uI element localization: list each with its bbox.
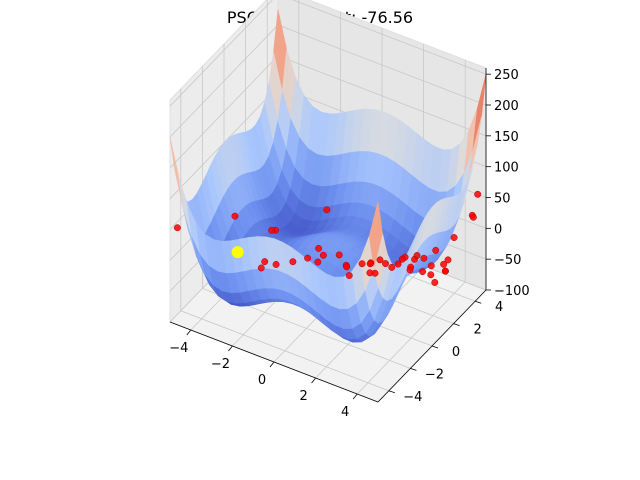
particle-point	[268, 226, 276, 234]
z-tick-label: 100	[494, 161, 519, 176]
z-tick-label: 200	[494, 99, 519, 114]
particle-point	[314, 258, 322, 266]
particle-point	[366, 260, 374, 268]
particle-point	[441, 267, 449, 275]
particle-point	[315, 244, 323, 252]
particle-point	[388, 263, 396, 271]
y-tick-label: 4	[495, 300, 503, 315]
particle-point	[440, 260, 448, 268]
particle-point	[394, 260, 402, 268]
z-tick-label: 250	[494, 68, 519, 83]
z-gridline	[169, 0, 487, 107]
y-tick-mark	[431, 345, 439, 349]
x-tick-label: 0	[258, 373, 266, 388]
particle-point	[173, 224, 181, 232]
particle-point	[261, 258, 269, 266]
x-tick-label: 4	[341, 405, 349, 420]
surface-patch	[369, 201, 383, 268]
z-tick-label: 150	[494, 130, 519, 145]
y-tick-label: 2	[473, 323, 481, 338]
particle-point	[431, 278, 439, 286]
best-point	[231, 246, 244, 259]
y-tick-mark	[453, 323, 460, 326]
particle-point	[419, 268, 427, 276]
z-tick-label: 0	[494, 222, 502, 237]
y-tick-label: −2	[425, 367, 444, 382]
x-tick-mark	[269, 361, 275, 368]
particle-point	[323, 206, 331, 214]
particle-point	[382, 260, 389, 268]
particle-point	[444, 256, 452, 264]
y-tick-label: −4	[403, 390, 422, 405]
z-tick-label: −50	[494, 253, 521, 268]
x-tick-mark	[228, 345, 233, 352]
particle-point	[358, 260, 366, 268]
particle-point	[335, 251, 343, 259]
particle-point	[366, 269, 374, 277]
particles-layer	[173, 190, 482, 286]
z-tick-label: 50	[494, 192, 511, 207]
x-tick-label: 2	[299, 389, 307, 404]
particle-point	[432, 246, 440, 254]
particle-point	[289, 258, 297, 266]
particle-point	[420, 254, 428, 262]
y-tick-mark	[388, 390, 395, 394]
particle-point	[413, 252, 421, 259]
particle-point	[469, 213, 477, 221]
x-tick-label: −4	[169, 341, 188, 356]
particle-point	[376, 256, 384, 264]
y-tick-mark	[410, 368, 417, 371]
particle-point	[231, 212, 239, 220]
x-tick-label: −2	[211, 357, 230, 372]
particle-point	[343, 263, 351, 271]
particle-point	[257, 264, 265, 272]
particle-point	[304, 254, 312, 262]
surface-plot	[169, 9, 487, 343]
particle-point	[474, 190, 482, 198]
z-tick-label: −100	[494, 284, 530, 299]
y-tick-mark	[475, 300, 482, 304]
particle-point	[345, 272, 353, 279]
x-tick-mark	[311, 377, 316, 384]
particle-point	[398, 255, 406, 263]
particle-point	[272, 261, 280, 268]
particle-point	[450, 234, 458, 241]
x-tick-mark	[352, 393, 358, 400]
particle-point	[427, 262, 435, 270]
particle-point	[319, 251, 327, 259]
y-tick-label: 0	[452, 345, 460, 360]
particle-point	[406, 266, 414, 274]
particle-point	[427, 271, 435, 279]
x-tick-mark	[186, 329, 192, 336]
